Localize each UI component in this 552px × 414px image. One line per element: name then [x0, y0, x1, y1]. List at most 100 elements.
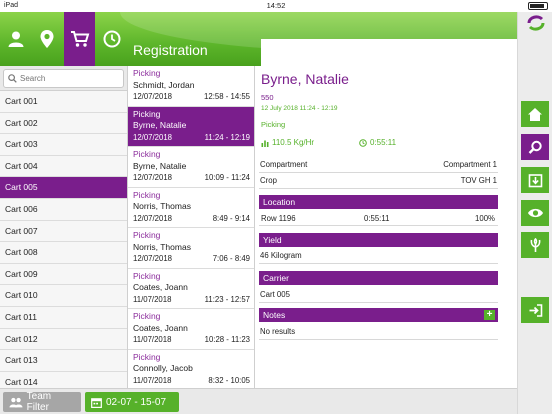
- compartment-row: Compartment Compartment 1: [259, 157, 498, 173]
- registration-item[interactable]: Picking Norris, Thomas 12/07/2018 8:49 - …: [128, 188, 254, 228]
- carrier-label: iPad: [4, 2, 19, 9]
- cart-item-005[interactable]: Cart 005: [0, 177, 127, 199]
- registration-name: Norris, Thomas: [133, 241, 191, 252]
- registration-status: Picking: [133, 351, 161, 362]
- bar-chart-icon: [261, 140, 269, 147]
- cart-item-001[interactable]: Cart 001: [0, 91, 127, 113]
- registration-time: 12:58 - 14:55: [204, 92, 250, 101]
- nav-cart-button[interactable]: [64, 12, 95, 66]
- registration-item[interactable]: Picking Coates, Joann 11/07/2018 10:28 - …: [128, 309, 254, 350]
- cart-item-002[interactable]: Cart 002: [0, 112, 127, 135]
- registration-time: 11:24 - 12:19: [204, 132, 250, 142]
- yield-value: 46 Kilogram: [260, 251, 302, 260]
- registration-date: 12/07/2018: [133, 132, 173, 142]
- cart-item-013[interactable]: Cart 013: [0, 350, 127, 372]
- add-note-button[interactable]: +: [484, 310, 495, 320]
- cart-item-008[interactable]: Cart 008: [0, 242, 127, 264]
- registration-name: Schmidt, Jordan: [133, 79, 195, 90]
- search-input[interactable]: [20, 72, 120, 85]
- nav-user-button[interactable]: [0, 12, 31, 66]
- location-row-number: Row 1196: [261, 214, 296, 223]
- search-icon: [8, 74, 17, 83]
- status-time: 14:52: [266, 1, 286, 10]
- logout-button[interactable]: [521, 297, 549, 323]
- registration-status: Picking: [133, 68, 161, 78]
- registration-list-panel: Picking Schmidt, Jordan 12/07/2018 12:58 …: [128, 66, 255, 388]
- calendar-icon: [91, 397, 102, 408]
- search-bar: [0, 66, 127, 91]
- review-date-range: 12 July 2018 11:24 - 12:19: [261, 105, 338, 112]
- review-duration: 0:55:11: [359, 138, 396, 147]
- cart-item-004[interactable]: Cart 004: [0, 155, 127, 178]
- registration-status: Picking: [133, 230, 161, 240]
- registration-name: Byrne, Natalie: [133, 160, 187, 171]
- registration-status: Picking: [133, 270, 161, 281]
- cart-list-panel: Cart 001 Cart 002 Cart 003 Cart 004 Cart…: [0, 66, 128, 388]
- crop-label: Crop: [260, 176, 277, 185]
- registration-item-selected[interactable]: Picking Byrne, Natalie 12/07/2018 11:24 -…: [128, 106, 254, 147]
- registration-name: Coates, Joann: [133, 282, 188, 292]
- registration-date: 12/07/2018: [133, 254, 173, 263]
- rail-search-button[interactable]: [521, 134, 549, 160]
- crop-icon: [530, 237, 540, 252]
- crop-value: TOV GH 1: [460, 176, 497, 185]
- view-button[interactable]: [521, 200, 549, 226]
- right-rail: [517, 12, 552, 414]
- location-duration: 0:55:11: [364, 214, 390, 223]
- carrier-value: Cart 005: [260, 290, 290, 299]
- home-button[interactable]: [521, 101, 549, 127]
- logout-icon: [529, 303, 542, 317]
- review-rate-value: 110.5 Kg/Hr: [272, 138, 315, 147]
- registration-item[interactable]: Picking Coates, Joann 11/07/2018 11:23 - …: [128, 269, 254, 309]
- cart-item-012[interactable]: Cart 012: [0, 328, 127, 351]
- cart-item-011[interactable]: Cart 011: [0, 306, 127, 329]
- home-icon: [528, 107, 542, 121]
- location-row: Row 1196 0:55:11 100%: [259, 210, 498, 226]
- bottom-bar: Team Filter 02-07 - 15-07: [0, 388, 517, 414]
- team-filter-button[interactable]: Team Filter: [3, 391, 81, 413]
- registration-date: 11/07/2018: [133, 375, 172, 385]
- registration-item[interactable]: Picking Norris, Thomas 12/07/2018 7:06 - …: [128, 228, 254, 269]
- cart-item-007[interactable]: Cart 007: [0, 220, 127, 243]
- download-button[interactable]: [521, 167, 549, 193]
- download-icon: [528, 173, 542, 187]
- registration-name: Coates, Joann: [133, 322, 188, 333]
- team-icon: [9, 397, 23, 407]
- registration-date: 12/07/2018: [133, 213, 173, 223]
- cart-item-009[interactable]: Cart 009: [0, 263, 127, 286]
- registration-time: 10:28 - 11:23: [204, 335, 250, 344]
- cart-item-014[interactable]: Cart 014: [0, 371, 127, 388]
- date-filter-label: 02-07 - 15-07: [106, 396, 167, 408]
- nav-clock-button[interactable]: [96, 12, 127, 66]
- yield-row: 46 Kilogram: [259, 248, 498, 264]
- registration-time: 7:06 - 8:49: [212, 254, 250, 263]
- date-filter-button[interactable]: 02-07 - 15-07: [85, 392, 179, 412]
- registration-item[interactable]: Picking Schmidt, Jordan 12/07/2018 12:58 …: [128, 66, 254, 107]
- clock-icon: [359, 138, 367, 147]
- registration-time: 8:49 - 9:14: [212, 213, 250, 223]
- eye-icon: [527, 208, 543, 218]
- cart-item-010[interactable]: Cart 010: [0, 285, 127, 307]
- registration-item[interactable]: Picking Byrne, Natalie 12/07/2018 10:09 -…: [128, 147, 254, 188]
- review-title: Review: [261, 39, 517, 66]
- registration-date: 11/07/2018: [133, 294, 172, 304]
- review-name: Byrne, Natalie: [261, 71, 349, 87]
- nav-location-button[interactable]: [31, 12, 62, 66]
- cart-item-003[interactable]: Cart 003: [0, 134, 127, 156]
- cart-item-006[interactable]: Cart 006: [0, 198, 127, 221]
- team-filter-label: Team Filter: [26, 391, 52, 413]
- search-box[interactable]: [3, 69, 124, 88]
- registration-title: Registration: [133, 42, 208, 58]
- registration-status: Picking: [133, 149, 161, 159]
- clock-icon: [103, 30, 120, 48]
- review-status: Picking: [261, 120, 286, 129]
- carrier-row: Cart 005: [259, 287, 498, 303]
- status-bar: iPad 14:52: [0, 0, 552, 12]
- registration-item[interactable]: Picking Connolly, Jacob 11/07/2018 8:32 -…: [128, 350, 254, 389]
- notes-title: Notes: [263, 310, 286, 320]
- review-panel: Byrne, Natalie 550 12 July 2018 11:24 - …: [255, 66, 517, 388]
- crop-button[interactable]: [521, 232, 549, 258]
- app-logo-icon[interactable]: [526, 14, 546, 32]
- review-id: 550: [261, 93, 274, 102]
